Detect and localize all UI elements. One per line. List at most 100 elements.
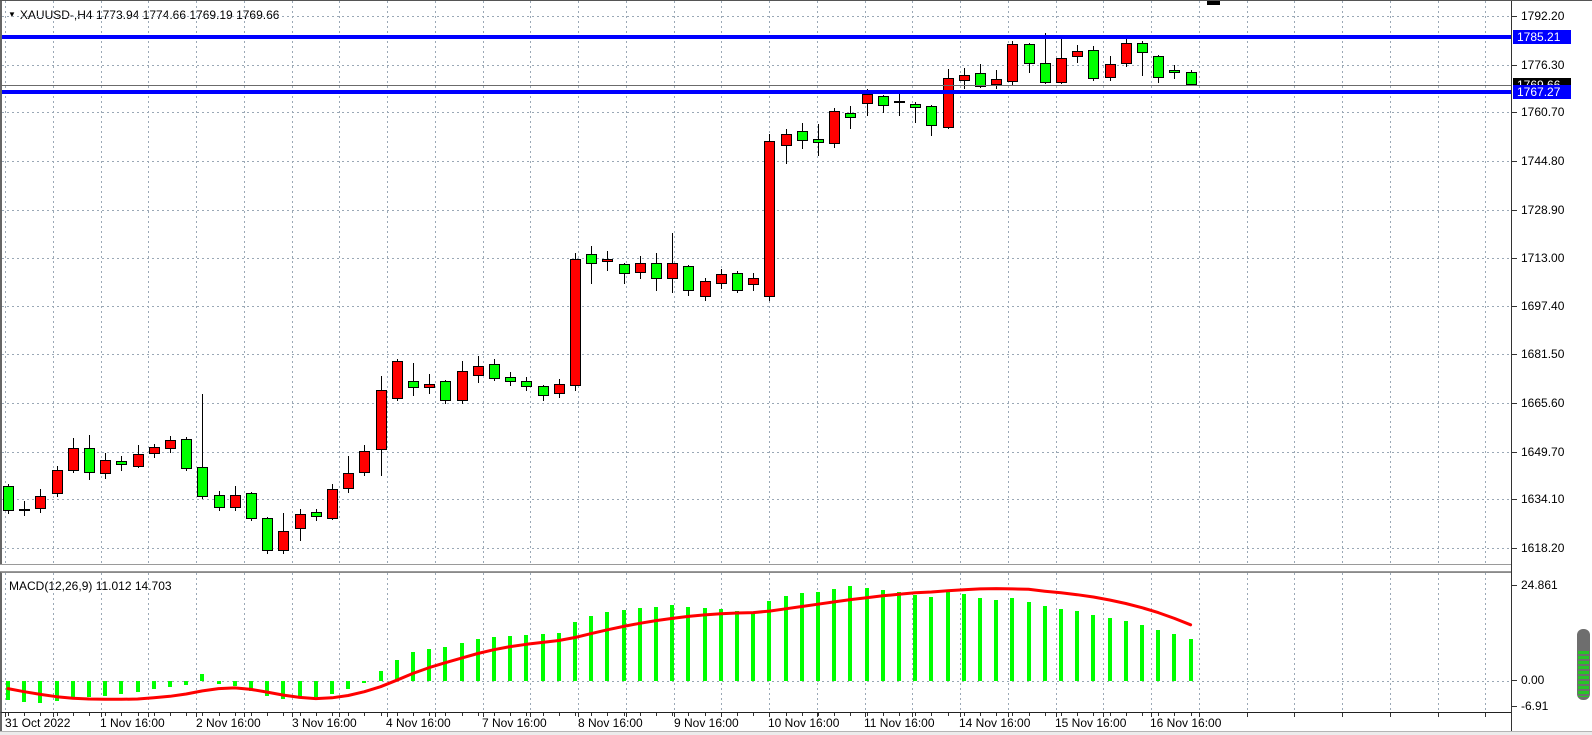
time-axis-tick [89,713,90,716]
gridline-horizontal [2,160,1511,162]
time-axis-tick [1028,713,1030,716]
gridline-horizontal [2,64,1511,66]
macd-histogram-bar [103,681,108,696]
candle-body [262,518,274,552]
candle-body [667,263,679,279]
time-axis-tick [170,713,171,716]
time-axis-tick [348,713,350,716]
time-axis-tick [1142,713,1143,716]
time-axis-tick [510,713,512,716]
price-axis-label: 1760.70 [1521,105,1565,120]
time-axis-tick [834,713,836,716]
time-axis[interactable]: 31 Oct 2022 1 Nov 16:00 2 Nov 16:00 3 Nov 1… [0,713,1511,731]
gridline-vertical [387,573,388,712]
candle-body [327,488,338,519]
time-axis-tick [591,713,593,716]
panel-splitter[interactable] [0,564,1511,572]
price-axis-label: 1744.80 [1521,153,1565,168]
candle-body [570,259,581,386]
macd-histogram-bar [119,681,124,695]
candle-body [489,363,500,379]
time-axis-tick-major [52,713,54,717]
candle-body [780,133,792,146]
time-axis-tick [186,713,188,716]
time-axis-tick-major [434,713,436,717]
gridline-vertical [1485,1,1487,564]
candle-body [732,273,743,291]
gridline-vertical [243,1,245,564]
time-axis-tick [899,713,900,716]
macd-histogram-bar [573,621,577,681]
gridline-vertical [1437,573,1439,712]
gridline-vertical [5,573,6,712]
candle-body [165,440,176,449]
gridline-vertical [1342,1,1343,564]
gridline-vertical [1007,1,1009,564]
time-axis-tick [996,713,998,716]
candle-body [586,253,598,264]
time-axis-tick-major [1151,713,1152,717]
macd-histogram-bar [718,609,723,681]
indicator-scrollbar[interactable] [1577,629,1590,700]
price-axis-label: 1728.90 [1521,202,1565,217]
macd-histogram-bar [411,652,415,681]
candle-body [521,381,533,387]
horizontal-line-object[interactable] [2,35,1511,40]
gridline-vertical [816,1,818,564]
macd-histogram-bar [297,681,302,699]
gridline-horizontal [2,305,1511,307]
time-axis-tick [40,713,42,716]
macd-histogram-bar [232,681,237,686]
horizontal-line-object[interactable] [2,90,1511,95]
macd-zero-line [2,681,1511,682]
time-axis-tick-major [721,713,723,717]
time-axis-tick [494,713,495,716]
time-axis-tick [866,713,868,716]
candle-body [197,466,209,497]
gridline-vertical [1389,1,1391,564]
price-axis-label: 1776.30 [1521,57,1565,72]
price-chart-panel[interactable]: ▼ XAUUSD-,H4 1773.94 1774.66 1769.19 1769… [0,1,1511,564]
price-axis-tick [1512,451,1517,453]
time-axis-tick-major [5,713,6,717]
time-axis-tick [1044,713,1046,716]
gridline-vertical [148,1,150,564]
price-axis-tick [1512,305,1517,307]
symbol-dropdown-icon[interactable]: ▼ [8,10,16,19]
time-axis-tick [477,713,479,716]
time-axis-tick [251,713,252,716]
candle-body [813,138,824,143]
gridline-vertical [1103,1,1105,564]
time-axis-tick [607,713,609,716]
hline-price-badge-lower: 1767.27 [1513,85,1571,100]
gridline-horizontal [2,547,1511,549]
gridline-vertical [482,1,484,564]
macd-histogram-bar [1188,638,1193,681]
macd-histogram-bar [1123,621,1128,681]
macd-histogram-bar [1042,606,1047,681]
chart-object-marker[interactable] [1207,1,1220,5]
candle-body [537,385,549,396]
price-axis[interactable]: 1769.66 1785.21 1767.27 1792.201776.3017… [1511,1,1592,731]
gridline-vertical [1294,573,1296,712]
macd-histogram-bar [654,607,658,681]
gridline-vertical [1007,573,1009,712]
candle-body [472,366,484,376]
macd-indicator-panel[interactable]: MACD(12,26,9) 11.012 14.703 [0,572,1511,713]
gridline-vertical [864,1,866,564]
price-axis-tick [1512,403,1517,405]
time-axis-tick [931,713,933,716]
macd-histogram-bar [994,600,999,681]
time-axis-label: 7 Nov 16:00 [482,716,547,730]
chart-title: ▼ XAUUSD-,H4 1773.94 1774.66 1769.19 1769… [8,8,279,22]
candle-body [19,508,31,512]
macd-axis-tick [1512,585,1517,587]
candle-wick [672,233,674,293]
macd-histogram-bar [346,681,351,689]
candle-body [991,78,1003,86]
macd-histogram-bar [913,594,918,681]
macd-histogram-bar [540,634,545,681]
price-axis-label: 1665.60 [1521,396,1565,411]
candle-body [958,74,970,82]
candle-body [553,384,565,394]
